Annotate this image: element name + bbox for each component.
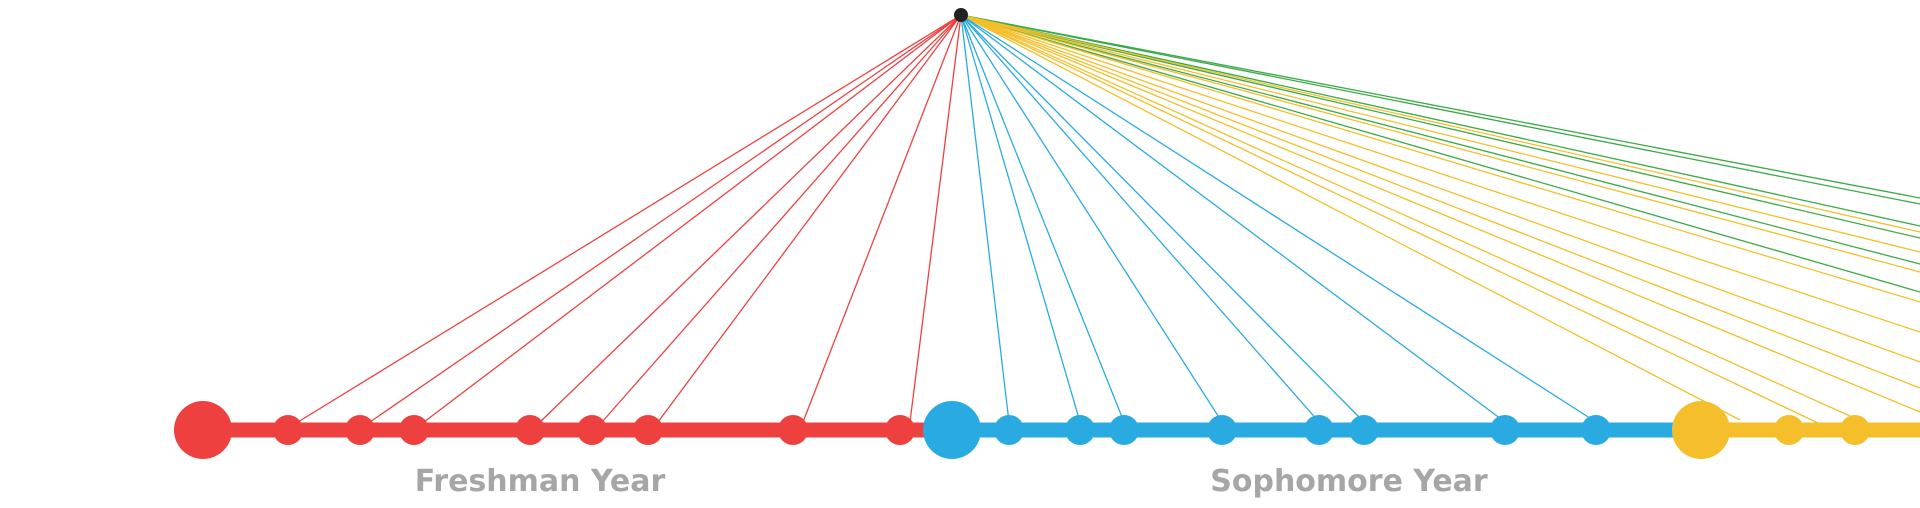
senior-connector [960,14,1920,265]
senior-connector [960,14,1920,205]
junior-connector [960,14,1920,253]
freshman-node [273,415,303,445]
freshman-node [399,415,429,445]
sophomore-connector [960,14,1223,423]
freshman-year-label: Freshman Year [415,464,666,499]
junior-connector [960,14,1920,233]
sophomore-connector [960,14,1081,423]
freshman-connector [657,14,962,423]
junior-node [1774,415,1804,445]
sophomore-node [1109,415,1139,445]
sophomore-connector [960,14,1597,423]
freshman-node [577,415,607,445]
senior-connector [960,14,1920,199]
sophomore-node [994,415,1024,445]
junior-connector-lines [960,14,1920,427]
sophomore-connector [960,14,1365,423]
junior-start-node [1672,401,1730,459]
sophomore-node [1349,415,1379,445]
sophomore-connector [960,14,1506,423]
junior-connector [960,14,1920,273]
senior-connector [960,14,1920,227]
freshman-node [885,415,915,445]
freshman-node [515,415,545,445]
freshman-connector [909,14,962,423]
senior-connector [960,14,1920,293]
freshman-connector [297,14,962,423]
sophomore-node [1490,415,1520,445]
freshman-connector-lines [297,14,962,423]
timeline-nodes [174,401,1870,459]
freshman-connector [601,14,962,423]
junior-connector [960,14,1920,303]
freshman-connector [369,14,962,423]
sophomore-node [1207,415,1237,445]
freshman-connector [423,14,962,423]
freshman-start-node [174,401,232,459]
freshman-node [633,415,663,445]
junior-connector [960,14,1920,389]
hub-node [954,8,968,22]
sophomore-node [1304,415,1334,445]
freshman-connector [802,14,962,423]
senior-connector [960,14,1920,239]
sophomore-start-node [923,401,981,459]
junior-connector [960,14,1821,425]
junior-connector [960,14,1920,333]
sophomore-connector-lines [960,14,1597,423]
junior-connector [960,14,1920,413]
sophomore-connector [960,14,1010,423]
sophomore-connector [960,14,1320,423]
sophomore-connector [960,14,1125,423]
freshman-node [345,415,375,445]
sophomore-node [1581,415,1611,445]
senior-connector-lines [960,14,1920,293]
freshman-connector [539,14,962,423]
junior-node [1840,415,1870,445]
freshman-node [778,415,808,445]
sophomore-year-label: Sophomore Year [1210,464,1488,499]
sophomore-node [1065,415,1095,445]
junior-connector [960,14,1741,421]
junior-connector [960,14,1920,363]
junior-connector [960,14,1873,427]
